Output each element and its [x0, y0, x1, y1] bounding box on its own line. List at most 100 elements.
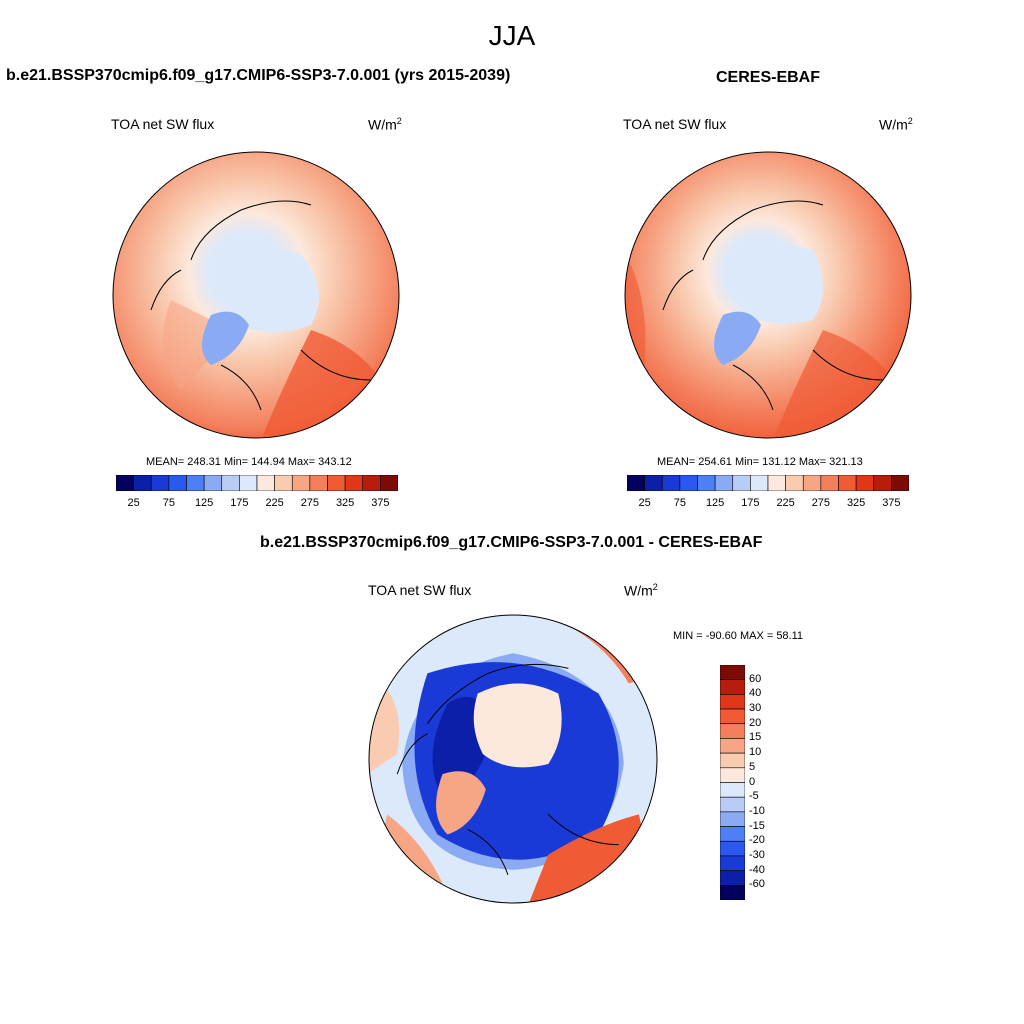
panel1-colorbar-swatch: [239, 475, 258, 491]
panel2-colorbar-swatch: [802, 475, 822, 491]
panel2-colorbar-swatch: [714, 475, 734, 491]
panel1-stats: MEAN= 248.31 Min= 144.94 Max= 343.12: [146, 456, 352, 468]
diff-colorbar-tick-label: -60: [749, 878, 765, 891]
panel1-colorbar-tick-label: 175: [230, 497, 249, 509]
panel2-colorbar-swatch: [732, 475, 751, 491]
diff-colorbar-tick-label: 30: [749, 702, 762, 715]
panel2-colorbar-tick-label: 225: [776, 497, 795, 509]
panel1-variable-label: TOA net SW flux: [111, 116, 215, 132]
panel1-case-title: b.e21.BSSP370cmip6.f09_g17.CMIP6-SSP3-7.…: [6, 67, 511, 84]
panel1-colorbar-tick-label: 375: [371, 497, 390, 509]
panel1-colorbar-swatch: [291, 475, 311, 491]
panel2-colorbar-swatch: [785, 475, 804, 491]
panel2-colorbar-tick-label: 125: [705, 497, 725, 509]
panel1-colorbar-swatch: [116, 475, 134, 491]
panel2-colorbar-ticks: 25 75 125 175 225 275 325 375: [627, 497, 909, 511]
panel2-colorbar-swatch: [855, 475, 875, 491]
diff-colorbar-tick-label: 15: [749, 731, 762, 744]
diff-colorbar-swatch: [720, 767, 745, 783]
panel1-colorbar-swatch: [133, 475, 152, 491]
diff-colorbar-tick-label: -20: [749, 834, 765, 847]
diff-colorbar-swatch: [720, 811, 745, 827]
diff-colorbar-swatch: [720, 826, 745, 842]
diff-colorbar-swatch: [720, 782, 745, 798]
diff-colorbar-tick-label: -15: [749, 819, 765, 832]
panel1-colorbar-swatch: [168, 475, 187, 491]
diff-polar-map: [368, 614, 658, 904]
diff-colorbar-swatch: [720, 885, 745, 900]
panel2-colorbar-swatch: [661, 475, 681, 491]
diff-colorbar-swatch: [720, 738, 745, 754]
panel2-colorbar-swatch: [838, 475, 857, 491]
diff-colorbar-tick-label: -10: [749, 804, 765, 817]
panel1-colorbar-swatch: [380, 475, 398, 491]
diff-colorbar-swatch: [720, 796, 745, 813]
panel2-colorbar-swatch: [767, 475, 786, 491]
panel2-colorbar-swatch: [820, 475, 839, 491]
panel1-colorbar-swatch: [203, 475, 223, 491]
panel1-colorbar-swatch: [150, 475, 170, 491]
panel1-polar-map: [112, 151, 400, 439]
panel2-colorbar-swatch: [644, 475, 663, 491]
panel1-colorbar-swatch: [256, 475, 275, 491]
panel1-colorbar-swatch: [344, 475, 364, 491]
panel2-colorbar-tick-label: 25: [638, 497, 651, 509]
diff-colorbar-swatch: [720, 752, 745, 769]
panel2-stats: MEAN= 254.61 Min= 131.12 Max= 321.13: [657, 456, 863, 468]
panel2-colorbar-swatch: [873, 475, 892, 491]
panel1-colorbar-ticks: 25 75 125 175 225 275 325 375: [116, 497, 398, 511]
diff-colorbar-tick-label: -5: [749, 790, 759, 803]
panel1-colorbar-tick-label: 125: [194, 497, 214, 509]
panel2-colorbar: [627, 475, 909, 491]
panel1-colorbar-tick-label: 325: [335, 497, 355, 509]
diff-colorbar-tick-label: 60: [749, 672, 762, 685]
panel2-variable-label: TOA net SW flux: [623, 116, 727, 132]
diff-colorbar-tick-label: 20: [749, 716, 762, 729]
panel1-colorbar-tick-label: 275: [300, 497, 320, 509]
panel1-colorbar-swatch: [362, 475, 381, 491]
panel2-colorbar-swatch: [697, 475, 716, 491]
panel2-colorbar-tick-label: 75: [673, 497, 686, 509]
panel2-colorbar-swatch: [679, 475, 698, 491]
panel1-units-label: W/m2: [368, 116, 402, 133]
panel2-colorbar-swatch: [750, 475, 769, 491]
panel1-colorbar-swatch: [327, 475, 346, 491]
panel1-colorbar-tick-label: 25: [127, 497, 140, 509]
panel1-colorbar-swatch: [309, 475, 328, 491]
diff-colorbar: [720, 665, 745, 900]
panel1-colorbar-swatch: [274, 475, 293, 491]
figure-title: JJA: [488, 20, 536, 51]
panel2-colorbar-tick-label: 175: [741, 497, 760, 509]
diff-colorbar-swatch: [720, 870, 745, 886]
diff-colorbar-swatch: [720, 840, 745, 857]
panel2-colorbar-swatch: [891, 475, 909, 491]
diff-colorbar-swatch: [720, 694, 745, 710]
panel1-colorbar-tick-label: 225: [265, 497, 284, 509]
diff-case-title: b.e21.BSSP370cmip6.f09_g17.CMIP6-SSP3-7.…: [260, 534, 763, 551]
diff-colorbar-tick-label: 40: [749, 687, 762, 700]
diff-colorbar-swatch: [720, 665, 745, 680]
diff-colorbar-swatch: [720, 723, 745, 739]
diff-units-label: W/m2: [624, 582, 658, 599]
panel2-units-label: W/m2: [879, 116, 913, 133]
diff-colorbar-tick-label: -30: [749, 848, 765, 861]
diff-variable-label: TOA net SW flux: [368, 582, 472, 598]
panel1-colorbar-swatch: [221, 475, 240, 491]
diff-colorbar-swatch: [720, 679, 745, 695]
panel2-colorbar-swatch: [627, 475, 645, 491]
diff-colorbar-swatch: [720, 855, 745, 871]
panel2-polar-map: [624, 151, 912, 439]
diff-colorbar-tick-label: 5: [749, 760, 756, 773]
diff-colorbar-tick-label: -40: [749, 863, 765, 876]
panel2-case-title: CERES-EBAF: [716, 69, 821, 86]
panel1-colorbar: [116, 475, 398, 491]
panel2-colorbar-tick-label: 275: [811, 497, 831, 509]
diff-colorbar-tick-label: 10: [749, 746, 762, 759]
panel2-colorbar-tick-label: 375: [882, 497, 901, 509]
diff-colorbar-swatch: [720, 708, 745, 725]
panel2-colorbar-tick-label: 325: [846, 497, 866, 509]
panel1-colorbar-swatch: [186, 475, 205, 491]
diff-colorbar-ticks: 60 40 30 20 15 10 5 0 -5 -10 -15 -20 -30 -40 -60: [749, 665, 789, 900]
panel1-colorbar-tick-label: 75: [162, 497, 175, 509]
diff-colorbar-tick-label: 0: [749, 775, 756, 788]
